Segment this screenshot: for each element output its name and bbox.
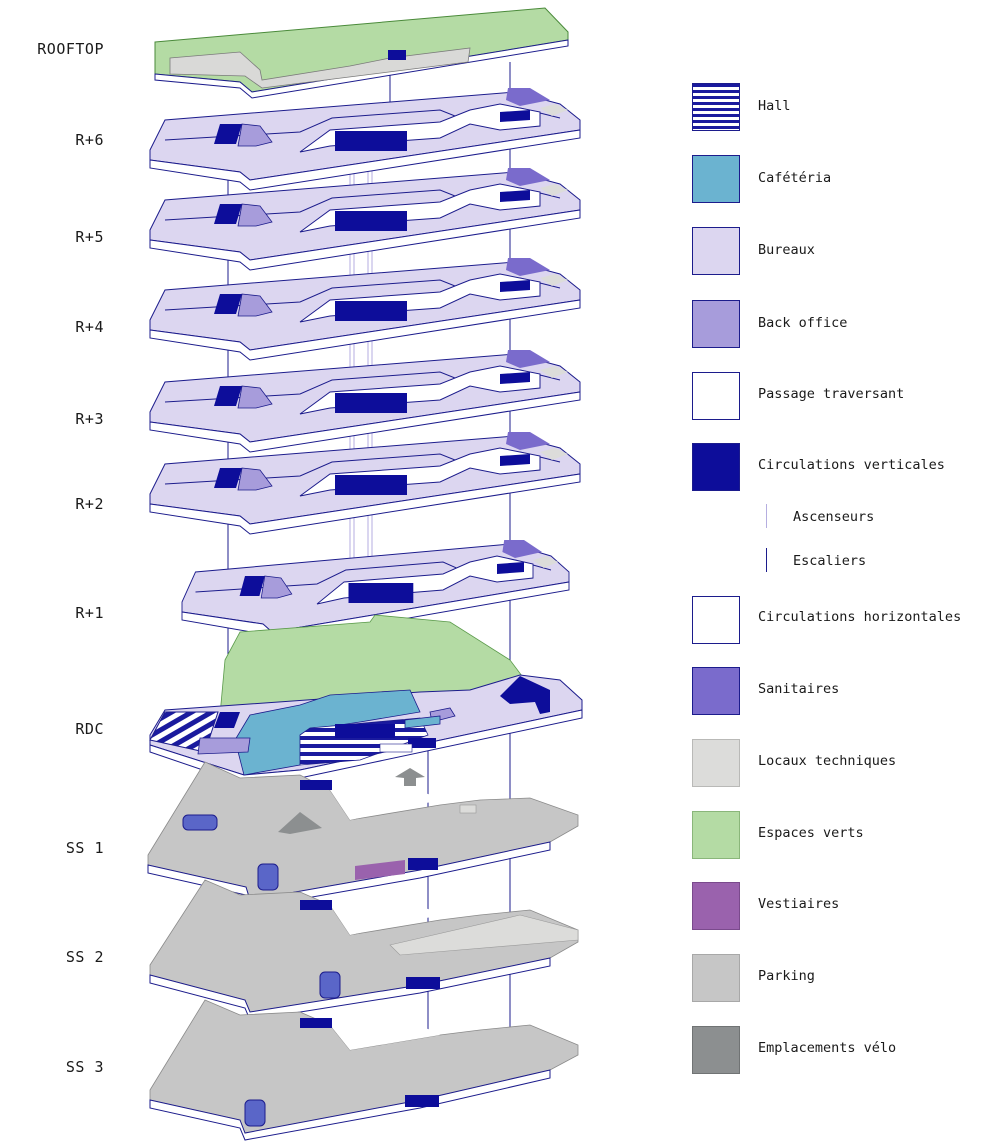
floor-label-r4: R+4 — [75, 318, 104, 336]
legend-label-circ-vert: Circulations verticales — [758, 457, 945, 473]
floor-label-r1: R+1 — [75, 604, 104, 622]
legend-swatch-locaux — [692, 739, 740, 787]
legend-swatch-circ-horiz — [692, 596, 740, 644]
floor-label-r5: R+5 — [75, 228, 104, 246]
floor-label-ss3: SS 3 — [65, 1058, 104, 1076]
legend-swatch-passage — [692, 372, 740, 420]
legend-swatch-vestiaires — [692, 882, 740, 930]
legend-line-ascenseurs — [766, 504, 767, 528]
floor-label-r3: R+3 — [75, 410, 104, 428]
legend-label-back-office: Back office — [758, 315, 848, 331]
legend-label-velo: Emplacements vélo — [758, 1040, 897, 1056]
legend-label-parking: Parking — [758, 968, 815, 984]
floor-label-ss1: SS 1 — [65, 839, 104, 857]
floor-ss1 — [147, 761, 579, 909]
floor-label-r6: R+6 — [75, 131, 104, 149]
legend-swatch-sanitaires — [692, 667, 740, 715]
legend-label-passage: Passage traversant — [758, 386, 905, 402]
legend-label-hall: Hall — [758, 98, 791, 114]
legend-label-verts: Espaces verts — [758, 825, 864, 841]
floor-label-r2: R+2 — [75, 495, 104, 513]
floor-label-rdc: RDC — [75, 720, 104, 738]
floor-label-ss2: SS 2 — [65, 948, 104, 966]
legend-label-cafeteria: Cafétéria — [758, 170, 832, 186]
legend-label-bureaux: Bureaux — [758, 242, 815, 258]
floor-ss3 — [149, 999, 579, 1141]
legend-swatch-hall — [692, 83, 740, 131]
legend-label-escaliers: Escaliers — [793, 553, 867, 569]
floor-rdc — [149, 614, 583, 785]
legend-swatch-verts — [692, 811, 740, 859]
legend-swatch-back-office — [692, 300, 740, 348]
legend-label-locaux: Locaux techniques — [758, 753, 897, 769]
legend-label-sanitaires: Sanitaires — [758, 681, 840, 697]
legend-swatch-cafeteria — [692, 155, 740, 203]
floor-label-rooftop: ROOFTOP — [37, 40, 104, 58]
legend-label-ascenseurs: Ascenseurs — [793, 509, 875, 525]
legend-label-circ-horiz: Circulations horizontales — [758, 609, 962, 625]
floor-rooftop — [154, 7, 569, 99]
legend-swatch-circ-vert — [692, 443, 740, 491]
office-floor-template — [149, 88, 581, 191]
legend-line-escaliers — [766, 548, 767, 572]
legend-swatch-parking — [692, 954, 740, 1002]
legend-swatch-velo — [692, 1026, 740, 1074]
floor-ss2 — [149, 879, 579, 1021]
legend-swatch-bureaux — [692, 227, 740, 275]
legend-label-vestiaires: Vestiaires — [758, 896, 840, 912]
